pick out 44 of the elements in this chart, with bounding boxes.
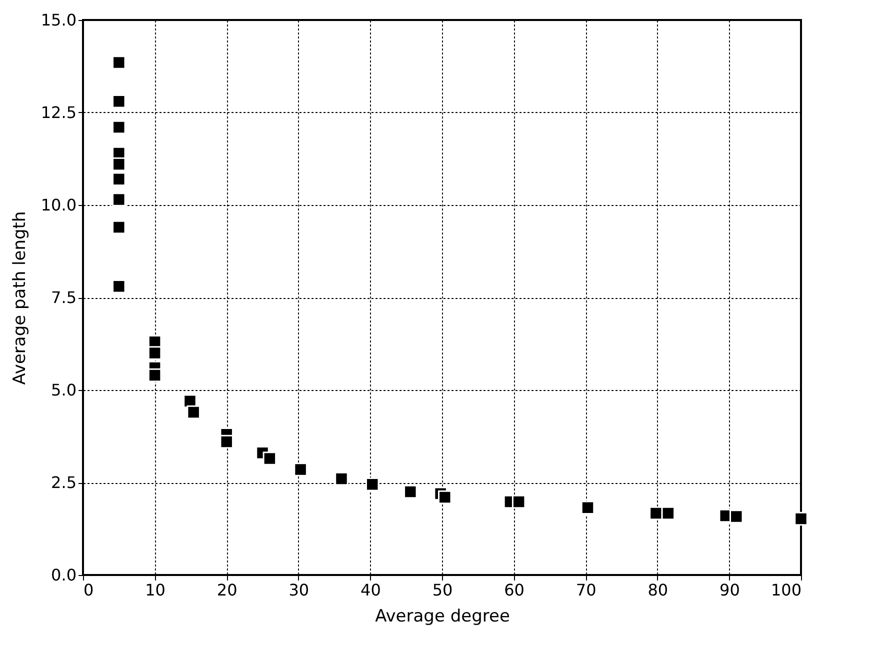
point — [186, 405, 200, 420]
point — [112, 220, 126, 234]
x-tick-label: 0 — [84, 580, 94, 600]
x-tick-label: 60 — [504, 580, 524, 600]
point — [649, 506, 663, 520]
point — [580, 500, 595, 515]
point — [220, 434, 234, 449]
point — [112, 56, 126, 70]
point — [112, 172, 126, 186]
y-tick-label: 5.0 — [51, 380, 76, 400]
point — [730, 510, 744, 524]
x-tick-label: 100 — [770, 580, 802, 600]
x-tick-label: 30 — [288, 580, 310, 600]
point — [438, 490, 452, 504]
y-tick-label: 7.5 — [51, 288, 76, 307]
y-axis-title: Average path length — [10, 211, 30, 385]
x-tick-label: 90 — [720, 580, 740, 600]
x-tick-label: 70 — [576, 580, 596, 600]
point — [262, 452, 277, 466]
point — [794, 512, 808, 526]
point — [148, 368, 162, 382]
point — [112, 192, 126, 206]
point — [112, 120, 126, 134]
y-tick-label: 12.5 — [40, 103, 76, 122]
point — [112, 94, 126, 108]
point — [334, 472, 348, 486]
point — [512, 494, 526, 509]
y-tick-label: 15.0 — [40, 10, 76, 30]
x-tick-label: 40 — [360, 580, 381, 600]
y-tick-label: 2.5 — [51, 473, 76, 492]
point — [661, 506, 676, 520]
y-tick-label: 0.0 — [51, 566, 76, 584]
point — [148, 346, 162, 360]
point — [112, 280, 126, 294]
point — [365, 477, 380, 492]
x-tick-label: 50 — [432, 580, 453, 600]
point — [294, 462, 308, 476]
x-tick-label: 80 — [648, 580, 668, 600]
x-tick-label: 10 — [145, 580, 166, 600]
point — [112, 157, 126, 172]
y-tick-label: 10.0 — [40, 196, 76, 214]
x-axis-title: Average degree — [375, 606, 510, 626]
point — [404, 484, 418, 499]
x-tick-label: 20 — [216, 580, 238, 600]
